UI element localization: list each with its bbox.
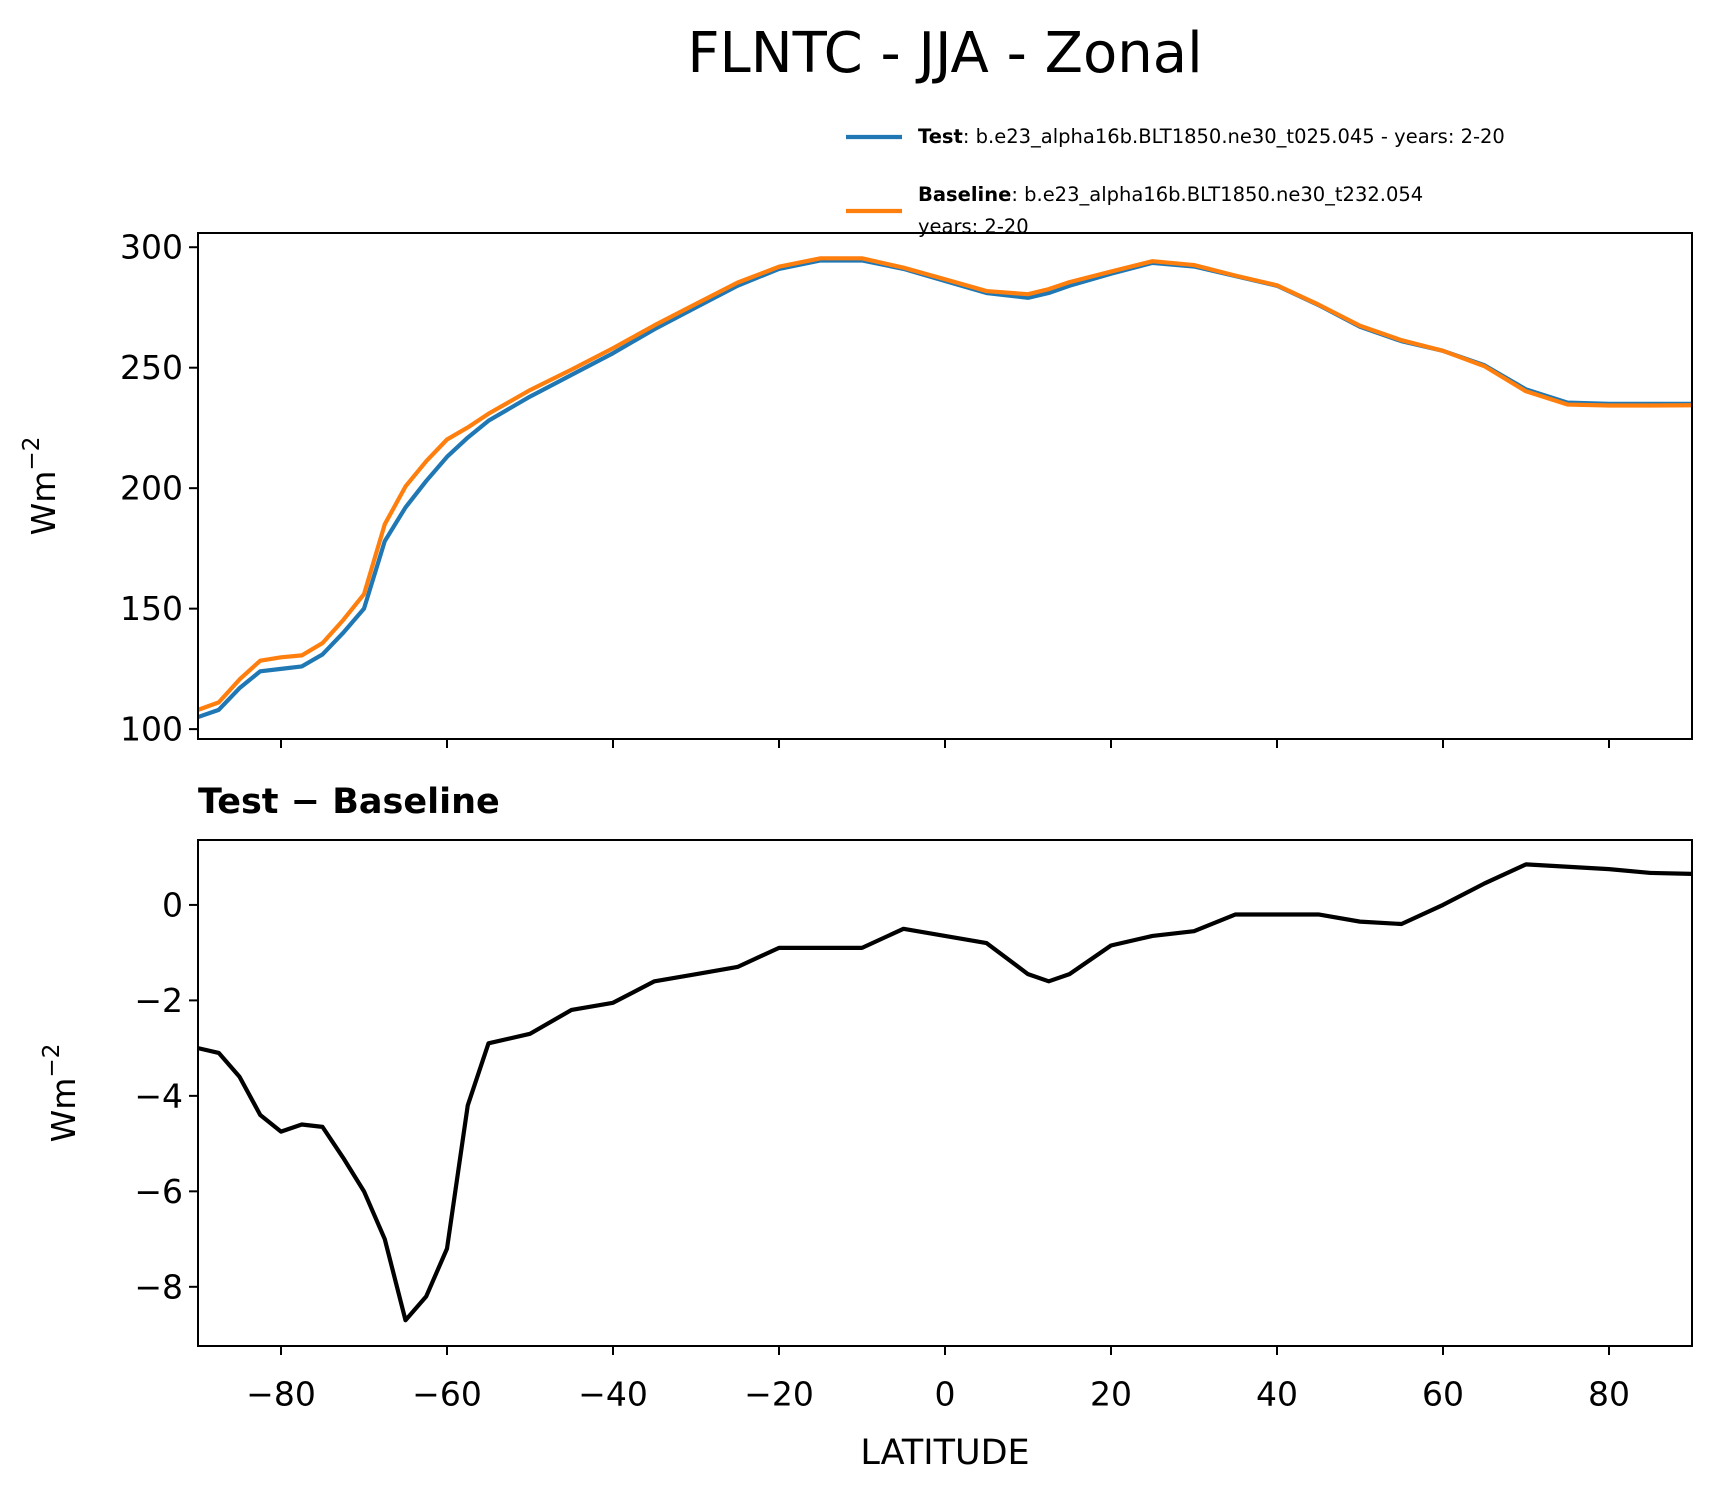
legend-description: : b.e23_alpha16b.BLT1850.ne30_t232.054 xyxy=(1011,183,1423,206)
x-tick-label: −60 xyxy=(412,1375,482,1414)
y-axis-label-exponent: −2 xyxy=(19,437,45,471)
legend-label: years: 2-20 xyxy=(918,215,1029,238)
x-axis-label: LATITUDE xyxy=(860,1433,1029,1473)
axes-frame xyxy=(197,839,1693,1347)
y-tick-label: −2 xyxy=(134,981,183,1020)
y-tick-label: 300 xyxy=(120,228,183,267)
y-tick-label: −4 xyxy=(134,1076,183,1115)
legend-series-name: Test xyxy=(918,125,963,148)
x-tick-label: 20 xyxy=(1090,1375,1132,1414)
x-tick-label: 0 xyxy=(935,1375,956,1414)
subplot-title: Test − Baseline xyxy=(198,782,500,822)
x-tick-label: 40 xyxy=(1256,1375,1298,1414)
data-line xyxy=(197,256,1693,712)
x-tick-label: 60 xyxy=(1422,1375,1464,1414)
y-axis-label: Wm−2 xyxy=(19,437,63,536)
y-axis-label-base: Wm xyxy=(44,1078,83,1143)
x-tick-label: −80 xyxy=(246,1375,316,1414)
y-tick-label: −6 xyxy=(134,1172,183,1211)
y-axis-label-exponent: −2 xyxy=(39,1044,65,1078)
x-tick-label: −20 xyxy=(744,1375,814,1414)
y-axis-label-base: Wm xyxy=(24,471,63,536)
y-tick-label: 0 xyxy=(162,885,183,924)
y-tick-label: −8 xyxy=(134,1267,183,1306)
legend-description: years: 2-20 xyxy=(918,215,1029,238)
data-line xyxy=(197,862,1693,1323)
legend-series-name: Baseline xyxy=(918,183,1011,206)
legend-label: Test: b.e23_alpha16b.BLT1850.ne30_t025.0… xyxy=(918,125,1505,148)
y-axis-label: Wm−2 xyxy=(39,1044,83,1143)
x-tick-label: −40 xyxy=(578,1375,648,1414)
y-tick-label: 150 xyxy=(120,589,183,628)
legend-label: Baseline: b.e23_alpha16b.BLT1850.ne30_t2… xyxy=(918,183,1423,206)
y-tick-label: 100 xyxy=(120,710,183,749)
y-tick-label: 250 xyxy=(120,348,183,387)
figure-title: FLNTC - JJA - Zonal xyxy=(687,21,1202,86)
axes-frame xyxy=(197,232,1693,740)
legend-description: : b.e23_alpha16b.BLT1850.ne30_t025.045 -… xyxy=(963,125,1505,148)
x-tick-label: 80 xyxy=(1588,1375,1630,1414)
y-tick-label: 200 xyxy=(120,469,183,508)
